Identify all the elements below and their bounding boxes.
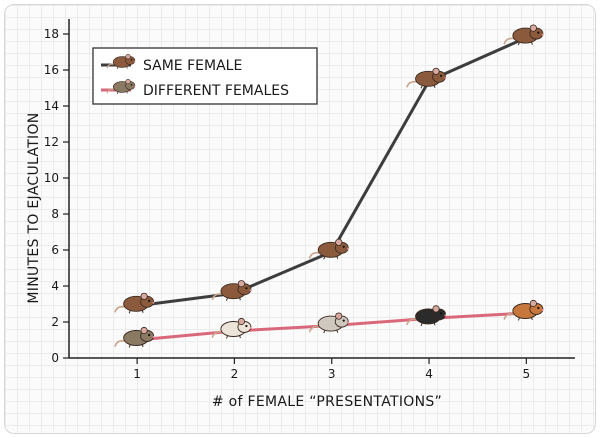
y-tick-label: 12 xyxy=(44,135,59,149)
y-tick-label: 16 xyxy=(44,63,59,77)
series-1-point xyxy=(503,299,544,321)
legend-mouse-icon xyxy=(106,79,136,94)
y-tick-label: 14 xyxy=(44,99,59,113)
series-0-point xyxy=(308,238,350,260)
legend-label: DIFFERENT FEMALES xyxy=(143,83,289,99)
y-tick-label: 2 xyxy=(51,315,59,329)
x-tick-label: 4 xyxy=(425,367,433,381)
x-tick-label: 1 xyxy=(133,367,141,381)
series-0-point xyxy=(211,280,252,301)
y-tick-label: 18 xyxy=(44,27,59,41)
y-axis-ticks: 0 2 4 6 8 10 12 14 16 18 xyxy=(44,27,69,365)
x-tick-label: 2 xyxy=(231,367,239,381)
y-axis-label: MINUTES TO EJACULATION xyxy=(26,112,42,303)
series-markers xyxy=(114,24,544,348)
series-1-point xyxy=(308,312,350,334)
y-tick-label: 8 xyxy=(51,207,59,221)
legend-mouse-icon xyxy=(106,54,136,69)
y-tick-label: 10 xyxy=(44,171,59,185)
legend: SAME FEMALE DIFFERENT FEMALES xyxy=(92,47,318,105)
x-tick-label: 3 xyxy=(328,367,336,381)
y-tick-label: 0 xyxy=(51,351,59,365)
y-tick-label: 4 xyxy=(51,279,59,293)
series-0-point xyxy=(503,24,544,46)
series-1-point xyxy=(406,305,447,327)
legend-label: SAME FEMALE xyxy=(143,58,242,74)
x-axis-label: # of FEMALE “PRESENTATIONS” xyxy=(212,394,442,410)
series-0-point xyxy=(406,67,447,89)
series-1-point xyxy=(211,317,252,339)
axes xyxy=(68,19,575,359)
series-0-point xyxy=(114,292,155,314)
x-axis-ticks: 1 2 3 4 5 xyxy=(133,358,530,381)
series-1-point xyxy=(114,326,155,348)
y-tick-label: 6 xyxy=(51,243,59,257)
x-tick-label: 5 xyxy=(523,367,531,381)
